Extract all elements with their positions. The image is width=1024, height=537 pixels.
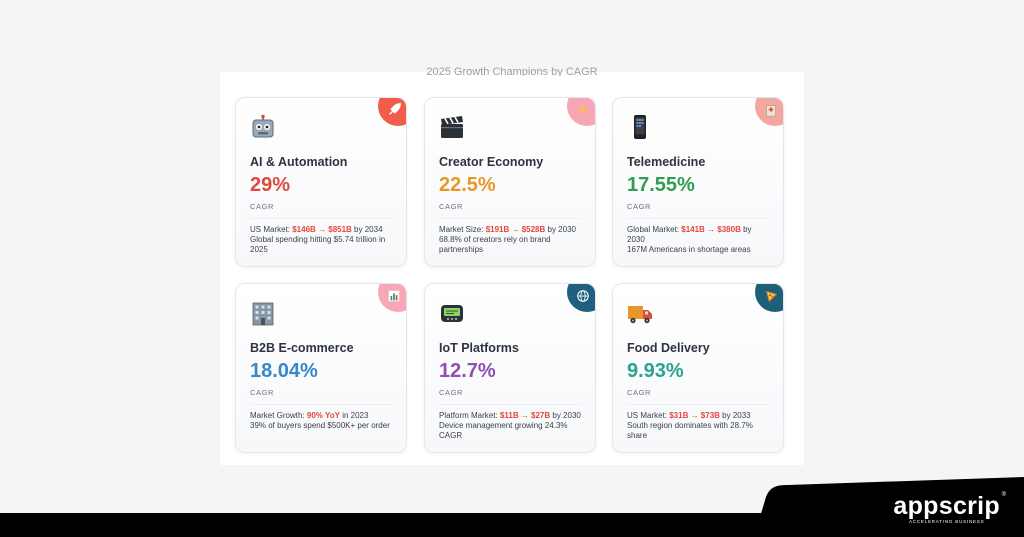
appscrip-logo: appscrip ACCELERATING BUSINESS ®	[893, 492, 1006, 524]
card-divider	[250, 218, 392, 219]
footer-wave-shape	[754, 477, 1024, 537]
card-divider	[627, 218, 769, 219]
lightning-icon	[567, 98, 595, 126]
detail-line2: 68.8% of creators rely on brand partners…	[439, 235, 551, 254]
card-title: B2B E-commerce	[250, 341, 354, 355]
detail-highlight: $31B → $73B	[669, 411, 720, 420]
detail-highlight: $11B → $27B	[499, 411, 551, 420]
detail-tail: by 2030	[550, 411, 581, 420]
pizza-icon	[755, 284, 783, 312]
detail-tail: by 2030	[627, 225, 752, 244]
panel-title: 2025 Growth Champions by CAGR	[426, 66, 598, 76]
detail-lead: US Market:	[250, 225, 293, 234]
detail-line2: 39% of buyers spend $500K+ per order	[250, 421, 390, 430]
detail-highlight: $191B → $528B	[485, 225, 546, 234]
card-iot-platforms: IoT Platforms 12.7% CAGR Platform Market…	[424, 283, 596, 453]
detail-line2: Global spending hitting $5.74 trillion i…	[250, 235, 386, 254]
card-cagr-value: 18.04%	[250, 360, 318, 382]
hospital-icon	[755, 98, 783, 126]
card-cagr-label: CAGR	[439, 202, 464, 211]
card-title: Telemedicine	[627, 155, 706, 169]
detail-lead: Platform Market:	[439, 411, 500, 420]
detail-tail: in 2023	[339, 411, 369, 420]
card-telemedicine: Telemedicine 17.55% CAGR Global Market: …	[612, 97, 784, 267]
card-title: Creator Economy	[439, 155, 544, 169]
card-divider	[627, 404, 769, 405]
detail-tail: by 2030	[545, 225, 576, 234]
card-cagr-value: 17.55%	[627, 174, 695, 196]
detail-tail: by 2034	[351, 225, 383, 234]
card-divider	[250, 404, 392, 405]
rocket-icon	[378, 98, 406, 126]
card-detail: Market Size: $191B → $528B by 2030 68.8%…	[439, 225, 583, 255]
detail-lead: Global Market:	[627, 225, 682, 234]
card-title: AI & Automation	[250, 155, 348, 169]
registered-mark: ®	[1001, 492, 1006, 498]
card-divider	[439, 218, 581, 219]
card-food-delivery: Food Delivery 9.93% CAGR US Market: $31B…	[612, 283, 784, 453]
logo-tagline: ACCELERATING BUSINESS	[908, 519, 985, 524]
clapperboard-icon	[441, 116, 463, 138]
detail-highlight: $141B → $380B	[681, 225, 741, 234]
detail-lead: Market Growth:	[250, 411, 307, 420]
card-cagr-label: CAGR	[250, 388, 275, 397]
office-building-icon	[252, 302, 274, 326]
card-cagr-label: CAGR	[439, 388, 464, 397]
card-title: Food Delivery	[627, 341, 710, 355]
card-cagr-label: CAGR	[627, 202, 652, 211]
detail-lead: US Market:	[627, 411, 670, 420]
card-cagr-value: 29%	[250, 174, 291, 196]
detail-highlight: $146B → $851B	[292, 225, 352, 234]
logo-wordmark: appscrip	[893, 492, 1000, 520]
card-detail: Platform Market: $11B → $27B by 2030 Dev…	[439, 411, 583, 441]
card-cagr-value: 22.5%	[439, 174, 496, 196]
card-creator-economy: Creator Economy 22.5% CAGR Market Size: …	[424, 97, 596, 267]
card-divider	[439, 404, 581, 405]
card-cagr-label: CAGR	[250, 202, 275, 211]
card-detail: US Market: $31B → $73B by 2033 South reg…	[627, 411, 771, 441]
delivery-truck-icon	[628, 306, 652, 324]
detail-highlight: 90% YoY	[306, 411, 340, 420]
robot-icon	[252, 114, 274, 138]
card-b2b-ecommerce: B2B E-commerce 18.04% CAGR Market Growth…	[235, 283, 407, 453]
card-detail: US Market: $146B → $851B by 2034 Global …	[250, 225, 394, 255]
card-detail: Global Market: $141B → $380B by 2030 167…	[627, 225, 771, 255]
card-title: IoT Platforms	[439, 341, 519, 355]
detail-lead: Market Size:	[439, 225, 486, 234]
bar-chart-icon	[378, 284, 406, 312]
detail-tail: by 2033	[719, 411, 751, 420]
card-ai-automation: AI & Automation 29% CAGR US Market: $146…	[235, 97, 407, 267]
detail-line2: 167M Americans in shortage areas	[627, 245, 751, 254]
growth-panel: 2025 Growth Champions by CAGR AI & Autom…	[220, 66, 804, 465]
detail-line2: Device management growing 24.3% CAGR	[439, 421, 568, 440]
smartphone-icon	[634, 115, 646, 139]
card-cagr-value: 9.93%	[627, 360, 684, 382]
card-cagr-label: CAGR	[627, 388, 652, 397]
globe-icon	[567, 284, 595, 312]
card-detail: Market Growth: 90% YoY in 2023 39% of bu…	[250, 411, 394, 431]
detail-line2: South region dominates with 28.7% share	[627, 421, 753, 440]
card-cagr-value: 12.7%	[439, 360, 496, 382]
pager-icon	[441, 305, 463, 322]
